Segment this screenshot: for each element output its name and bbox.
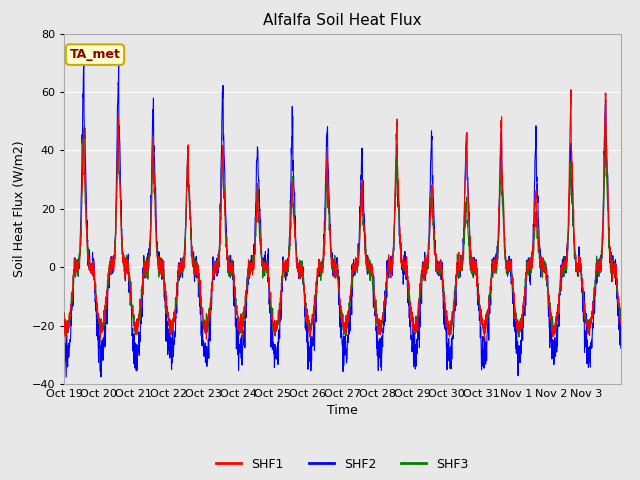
SHF1	[376, 320, 384, 326]
SHF1	[60, 310, 68, 316]
SHF2	[62, 374, 70, 380]
Line: SHF3: SHF3	[64, 128, 621, 337]
SHF2	[542, 262, 550, 268]
SHF3	[515, 334, 523, 340]
SHF2	[617, 346, 625, 351]
SHF1	[617, 322, 625, 327]
SHF3	[510, 299, 518, 305]
SHF3	[542, 270, 550, 276]
SHF2	[80, 56, 88, 62]
SHF2	[511, 316, 518, 322]
Legend: SHF1, SHF2, SHF3: SHF1, SHF2, SHF3	[211, 453, 474, 476]
SHF2	[376, 348, 384, 354]
SHF3	[376, 321, 384, 326]
SHF1	[609, 268, 617, 274]
SHF2	[116, 155, 124, 161]
SHF3	[80, 125, 88, 131]
SHF3	[617, 317, 625, 323]
SHF1	[542, 266, 550, 272]
SHF3	[116, 181, 124, 187]
Text: TA_met: TA_met	[70, 48, 120, 61]
SHF2	[609, 264, 617, 269]
Line: SHF2: SHF2	[64, 59, 621, 377]
SHF1	[116, 172, 124, 178]
Y-axis label: Soil Heat Flux (W/m2): Soil Heat Flux (W/m2)	[13, 141, 26, 277]
Line: SHF1: SHF1	[64, 90, 621, 339]
SHF2	[236, 346, 244, 352]
SHF2	[60, 344, 68, 349]
X-axis label: Time: Time	[327, 405, 358, 418]
SHF3	[60, 310, 68, 315]
Title: Alfalfa Soil Heat Flux: Alfalfa Soil Heat Flux	[263, 13, 422, 28]
SHF1	[203, 336, 211, 342]
SHF3	[609, 265, 617, 271]
SHF3	[236, 329, 244, 335]
SHF1	[567, 87, 575, 93]
SHF1	[510, 291, 518, 297]
SHF1	[236, 326, 244, 332]
